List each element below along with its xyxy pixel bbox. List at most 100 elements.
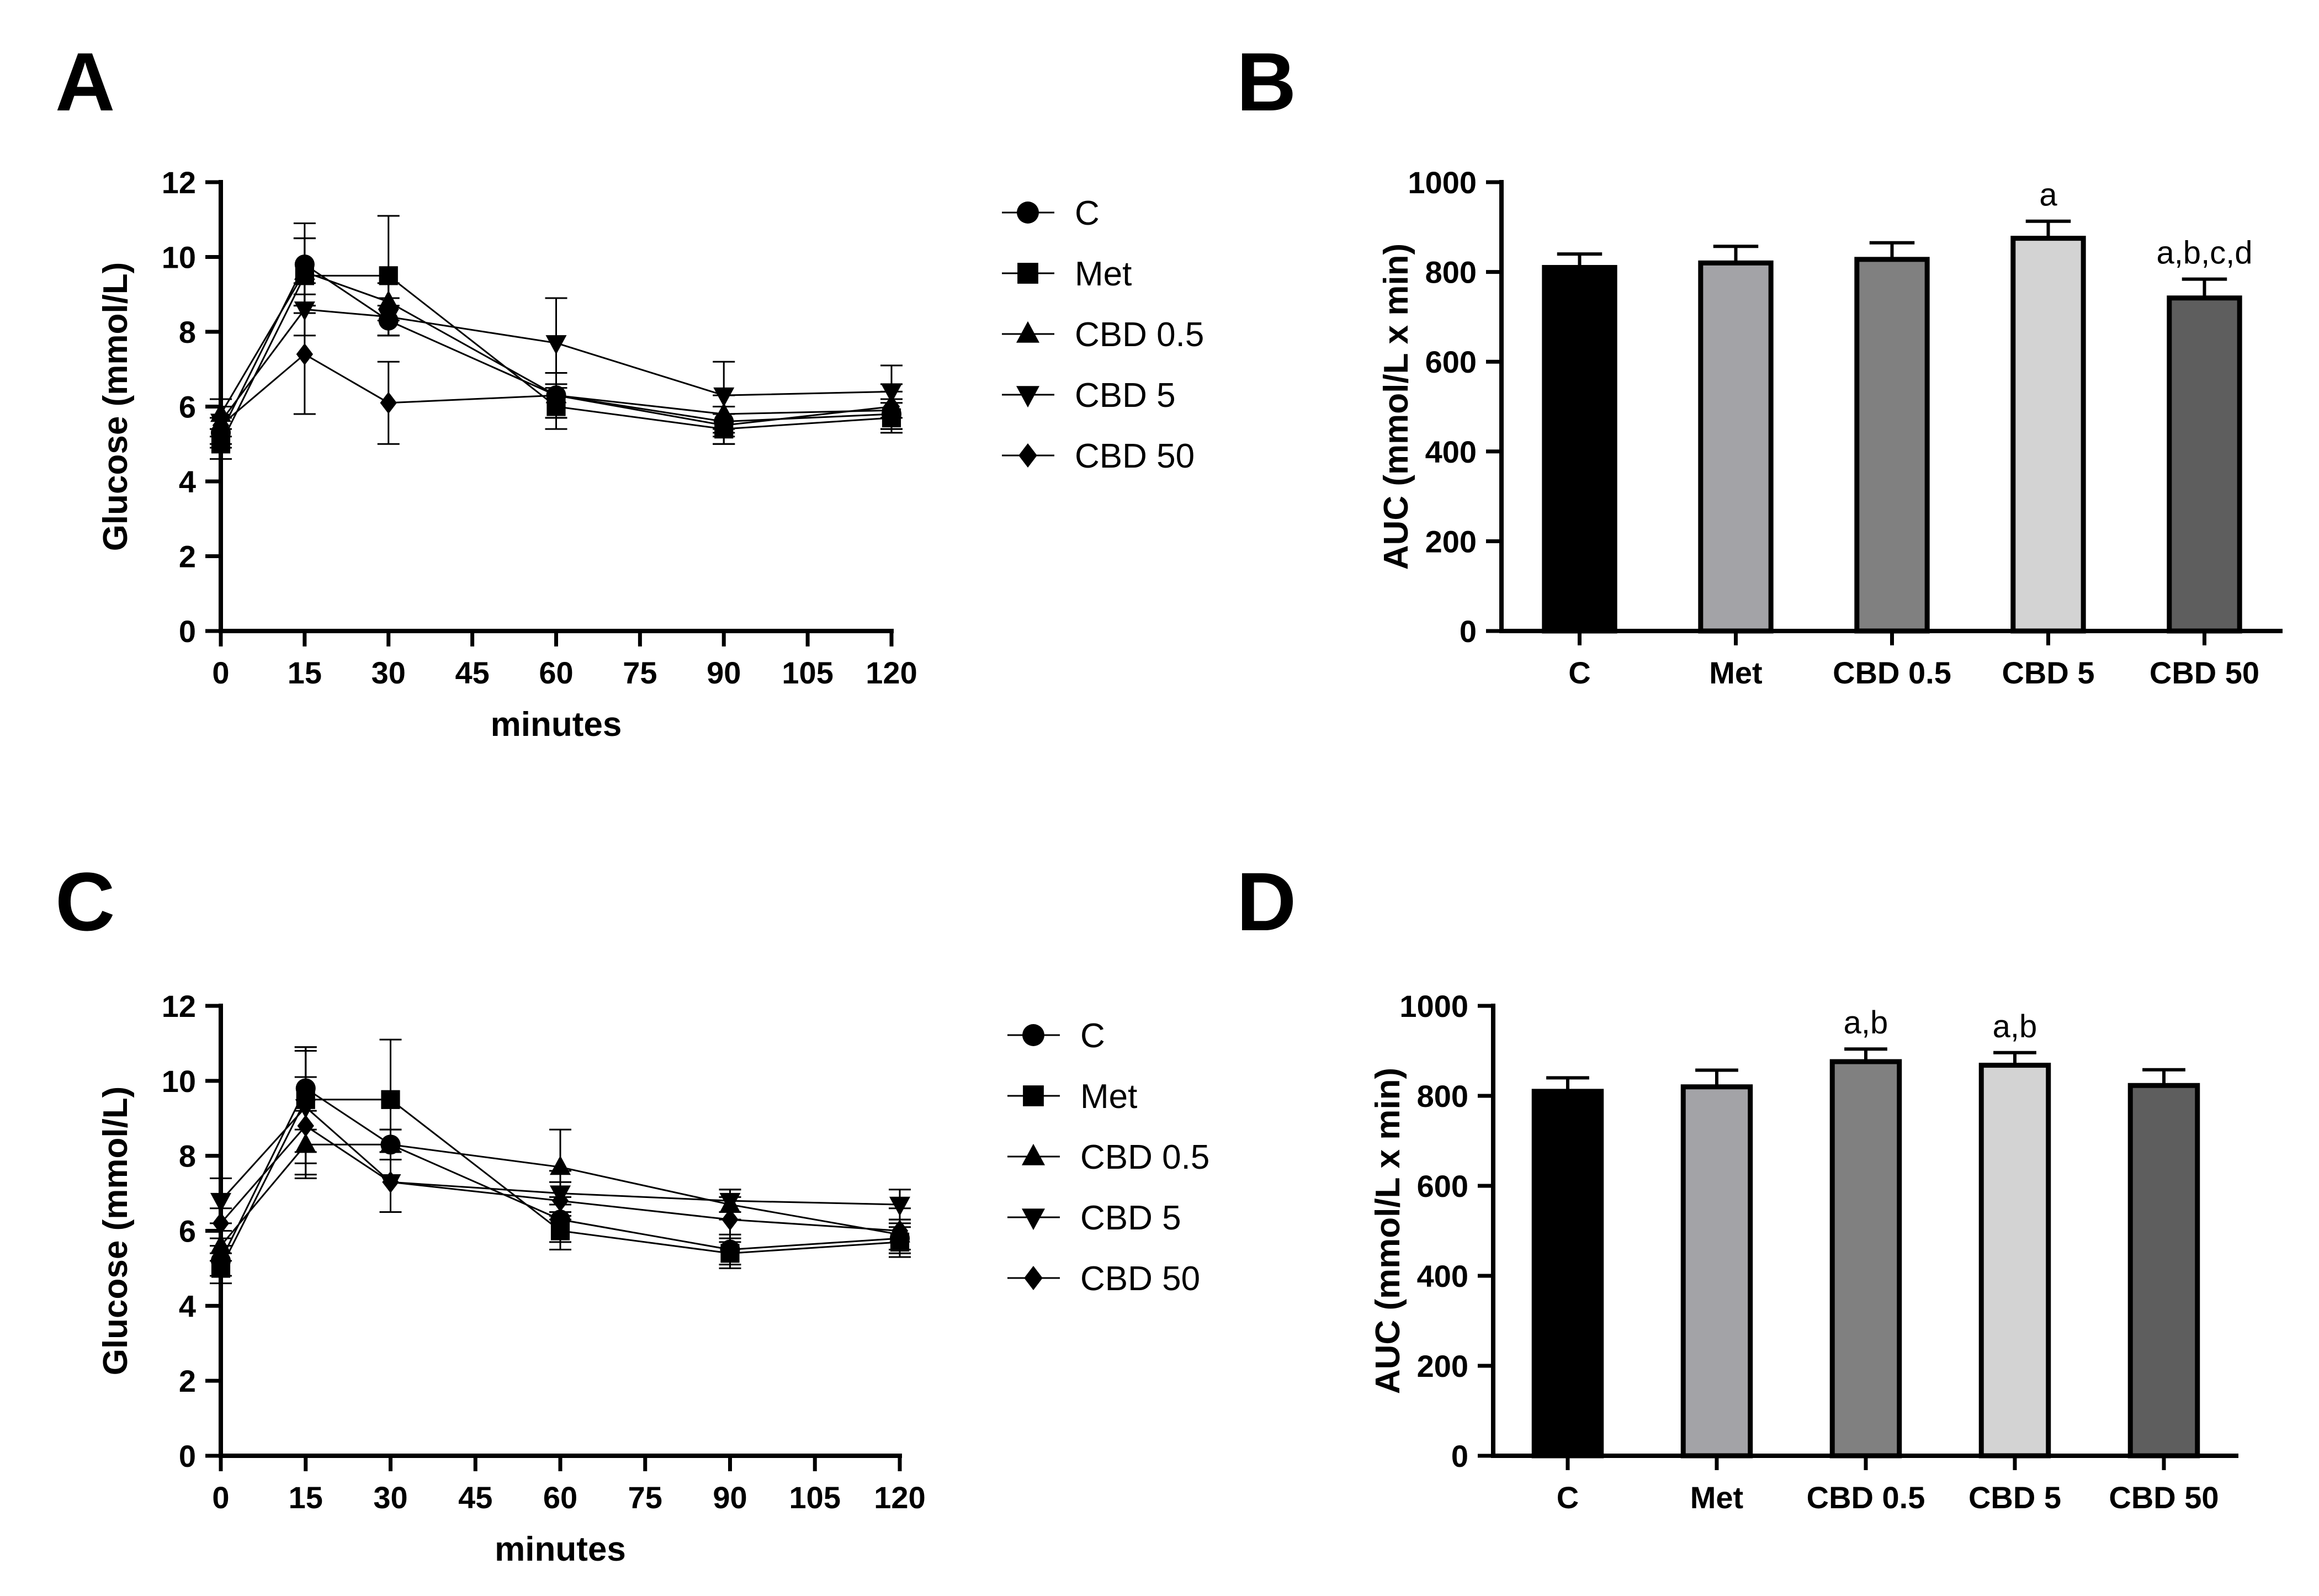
bar [2010, 236, 2086, 634]
y-tick-label: 0 [179, 614, 196, 649]
bar [1680, 1084, 1753, 1459]
data-point [550, 1221, 570, 1240]
bar-group-cbd-50: CBD 50 a,b,c,d [2150, 235, 2259, 690]
legend-label: Met [1080, 1078, 1137, 1116]
y-tick-label: 1000 [1408, 165, 1477, 200]
legend-label: CBD 50 [1075, 437, 1195, 475]
panel-label: B [1237, 35, 1296, 128]
x-tick-label: 105 [789, 1480, 841, 1515]
bar-group-cbd-0-5: CBD 0.5 [1833, 241, 1951, 690]
data-point [381, 1090, 400, 1109]
bar [1978, 1063, 2051, 1459]
data-point [378, 309, 399, 328]
x-tick-label: 30 [372, 655, 406, 690]
bar [2127, 1083, 2200, 1459]
data-point [296, 343, 314, 365]
y-tick-label: 6 [179, 390, 196, 425]
legend-entry: CBD 5 [1007, 1199, 1181, 1237]
significance-label: a,b [1844, 1005, 1888, 1041]
y-tick-label: 12 [162, 989, 196, 1024]
significance-label: a [2039, 177, 2057, 213]
legend-label: C [1080, 1017, 1105, 1055]
y-tick-label: 8 [179, 315, 196, 349]
legend-marker [1023, 1085, 1044, 1106]
legend-marker [1017, 263, 1038, 284]
data-point [294, 260, 315, 280]
data-point [212, 1212, 230, 1234]
x-tick-label: Met [1690, 1480, 1743, 1515]
x-tick-label: 60 [539, 655, 573, 690]
x-tick-label: 75 [628, 1480, 662, 1515]
series-line [220, 271, 892, 415]
x-tick-label: 0 [212, 655, 229, 690]
data-point [382, 1171, 399, 1194]
chart-panel-d: 0 200 400 600 800 1000 AUC (mmol/L x min) C Met C… [1369, 989, 2238, 1515]
series-line [220, 308, 892, 422]
bar-group-c: C [1531, 1076, 1604, 1515]
legend-marker [1016, 321, 1039, 343]
x-tick-label: Met [1709, 655, 1762, 690]
significance-label: a,b,c,d [2156, 235, 2252, 271]
y-axis-title: AUC (mmol/L x min) [1377, 243, 1415, 570]
legend-entry: CBD 0.5 [1007, 1138, 1209, 1176]
y-tick-label: 600 [1417, 1169, 1468, 1203]
bar-group-cbd-50: CBD 50 [2109, 1068, 2219, 1515]
x-axis-title: minutes [491, 706, 622, 744]
y-tick-label: 200 [1417, 1349, 1468, 1383]
y-tick-label: 12 [162, 165, 196, 200]
series-cbd-50 [210, 293, 903, 445]
data-point [713, 387, 735, 407]
data-point [721, 1208, 739, 1231]
chart-panel-a: 0 2 4 6 8 10 12 Glucose (mmol/L) 0 15 30 45 60 75 90 10… [97, 165, 1204, 744]
series-line [220, 353, 892, 426]
series-line [220, 1143, 900, 1247]
y-tick-label: 6 [179, 1214, 196, 1249]
legend-entry: C [1007, 1017, 1105, 1055]
y-tick-label: 4 [179, 464, 196, 499]
y-tick-label: 800 [1417, 1079, 1468, 1114]
y-tick-label: 2 [179, 1364, 196, 1398]
data-point [883, 395, 900, 418]
legend-entry: Met [1007, 1078, 1137, 1116]
bar [1698, 260, 1774, 634]
x-tick-label: CBD 5 [2002, 655, 2094, 690]
bar-group-cbd-5: CBD 5 a [2002, 177, 2094, 690]
data-point [551, 1190, 569, 1212]
legend-label: CBD 0.5 [1080, 1138, 1209, 1176]
series-cbd-50 [210, 1076, 911, 1254]
data-point [211, 1259, 231, 1278]
x-tick-label: 75 [623, 655, 657, 690]
y-tick-label: 0 [1451, 1439, 1468, 1473]
bar [1531, 1089, 1604, 1459]
legend-entry: CBD 5 [1002, 377, 1176, 415]
x-tick-label: 90 [707, 655, 741, 690]
legend-marker [1022, 1208, 1045, 1231]
data-point [720, 1244, 740, 1263]
x-tick-label: CBD 0.5 [1833, 655, 1951, 690]
series-line [220, 1106, 900, 1206]
panel-label: D [1237, 855, 1296, 948]
data-point [210, 1192, 231, 1213]
legend-label: CBD 0.5 [1075, 316, 1204, 354]
data-point [545, 335, 567, 355]
data-point [210, 1234, 231, 1254]
legend-marker [1018, 443, 1037, 468]
legend-entry: CBD 0.5 [1002, 316, 1204, 354]
legend-marker [1022, 1024, 1044, 1046]
data-point [380, 1133, 401, 1153]
legend-label: C [1075, 194, 1100, 232]
y-axis-title: AUC (mmol/L x min) [1369, 1068, 1407, 1394]
y-tick-label: 2 [179, 539, 196, 574]
data-point [889, 1196, 910, 1216]
x-tick-label: 45 [458, 1480, 492, 1515]
data-point [891, 1219, 909, 1242]
data-point [715, 414, 733, 437]
x-tick-label: C [1568, 655, 1590, 690]
legend-marker [1022, 1143, 1045, 1165]
x-tick-label: CBD 0.5 [1807, 1480, 1925, 1515]
legend-marker [1016, 386, 1039, 408]
legend-entry: C [1002, 194, 1100, 232]
series-line [220, 1125, 900, 1232]
bar-group-met: Met [1680, 1068, 1753, 1515]
x-tick-label: 60 [543, 1480, 577, 1515]
